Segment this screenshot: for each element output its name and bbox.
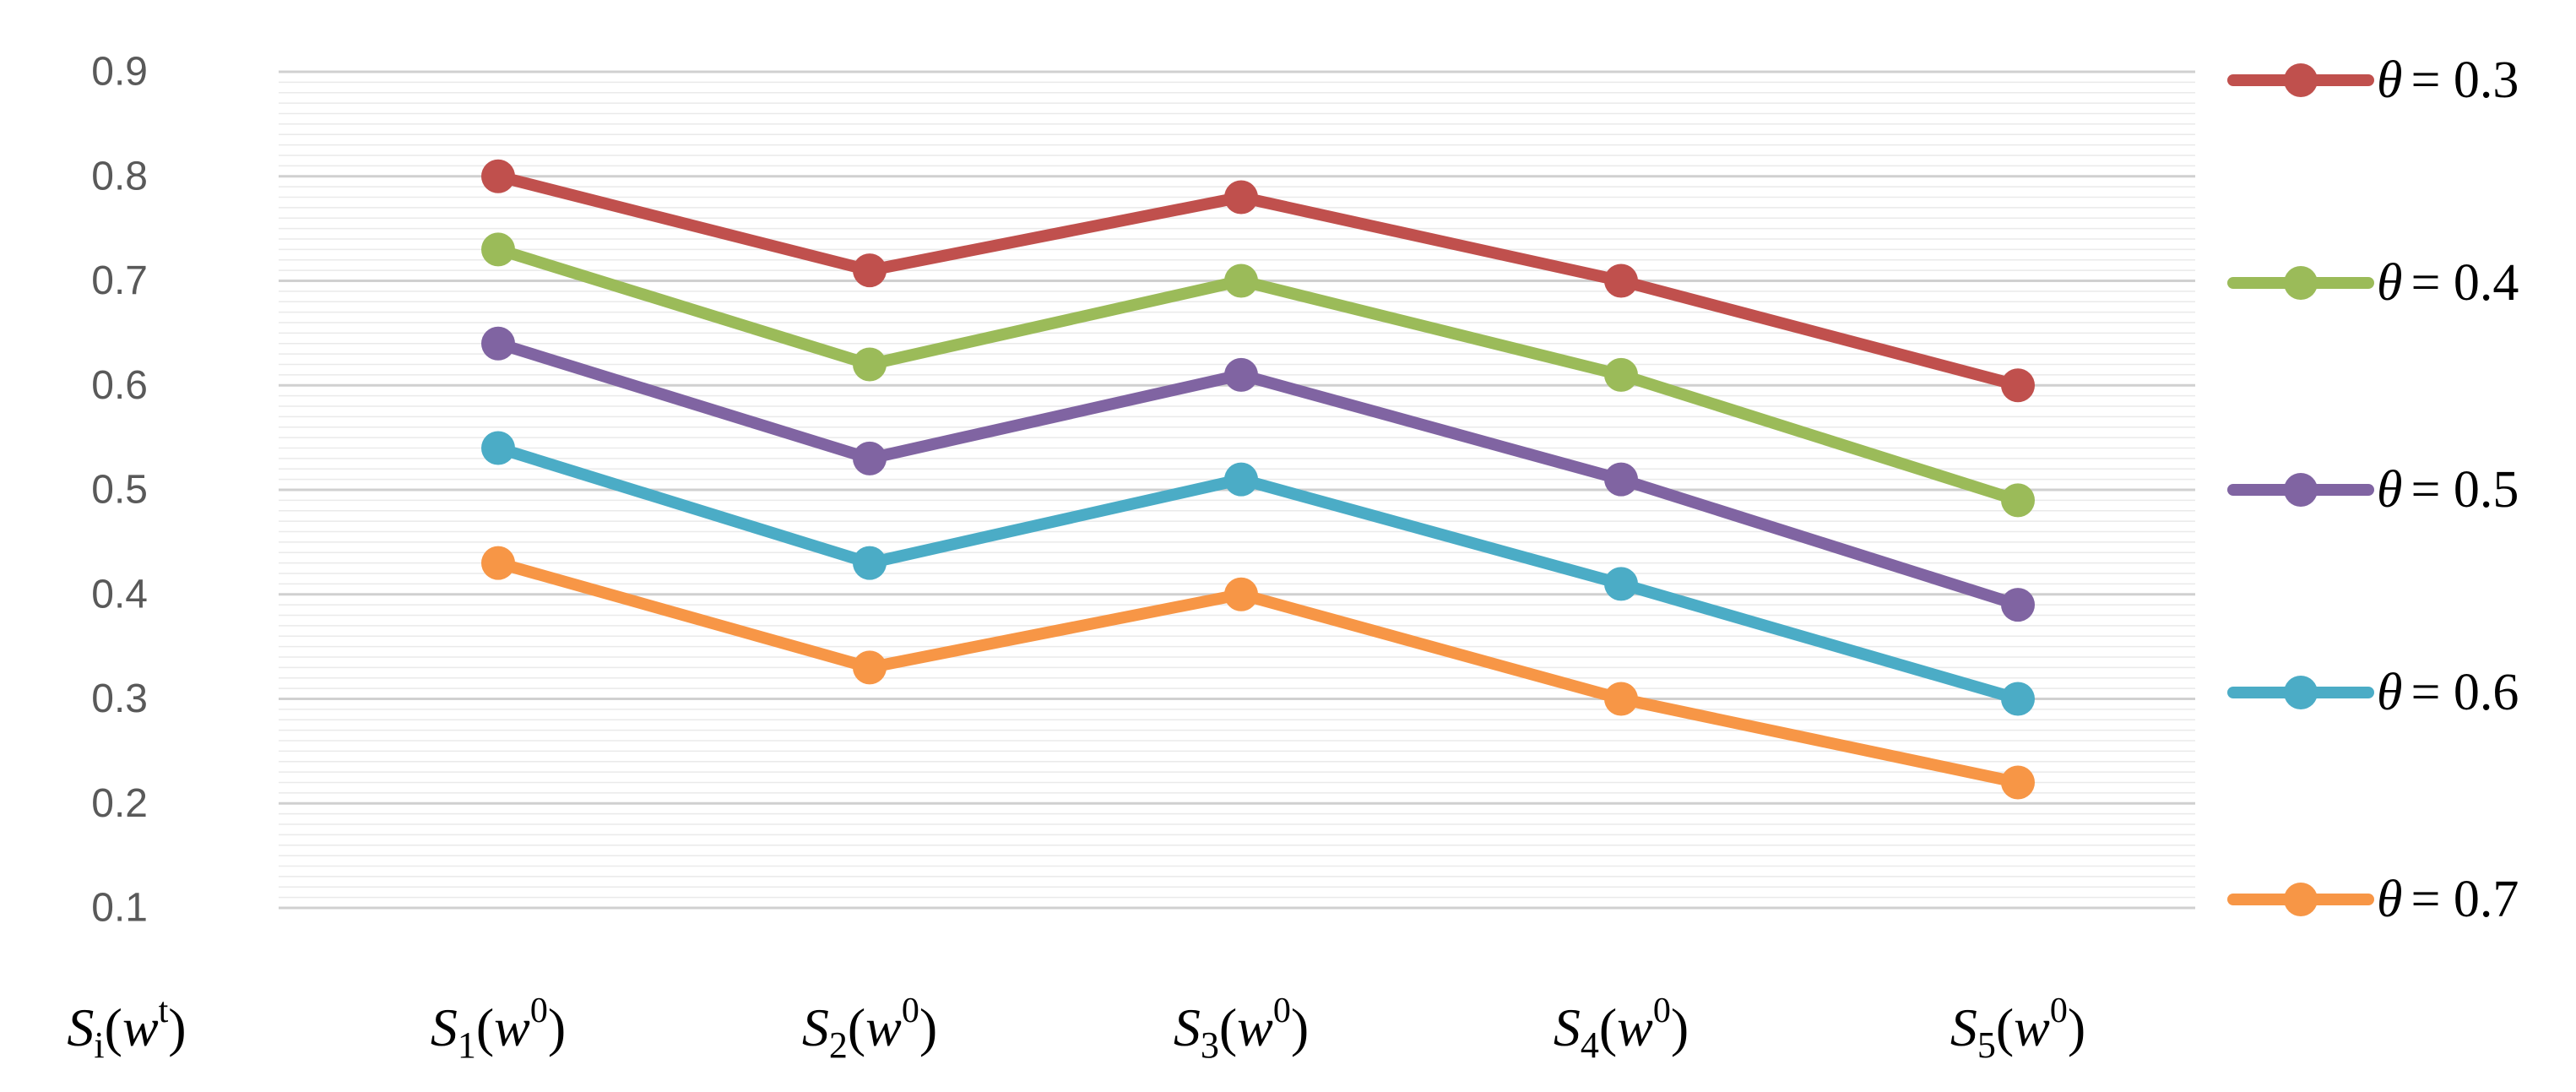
data-point	[481, 326, 515, 361]
y-axis-tick-labels: 0.1 0.2 0.3 0.4 0.5 0.6 0.7 0.8 0.9	[91, 50, 148, 931]
series-layer	[481, 159, 2035, 800]
data-point	[1604, 263, 1638, 298]
legend: θ = 0.3 θ = 0.4 θ = 0.5 θ = 0.6 θ = 0.7	[2227, 52, 2519, 928]
legend-swatch-marker	[2284, 883, 2318, 916]
y-tick-label: 0.7	[91, 258, 148, 303]
legend-swatch-marker	[2284, 266, 2318, 300]
data-point	[2001, 368, 2035, 403]
legend-label: θ = 0.7	[2377, 871, 2519, 928]
legend-label: θ = 0.5	[2377, 461, 2519, 519]
x-category-label: S3(w0)	[1174, 991, 1309, 1066]
data-point	[1604, 462, 1638, 497]
y-tick-label: 0.1	[91, 886, 148, 931]
data-point	[853, 347, 887, 382]
data-point	[1604, 567, 1638, 601]
x-category-label: S2(w0)	[802, 991, 937, 1066]
data-point	[481, 232, 515, 267]
data-point	[1604, 357, 1638, 392]
data-point	[1224, 263, 1258, 298]
data-point	[853, 253, 887, 288]
x-axis-category-labels: Si(wt) S1(w0) S2(w0) S3(w0) S4(w0) S5(w0)	[67, 991, 2085, 1066]
y-tick-label: 0.6	[91, 363, 148, 408]
legend-swatch-marker	[2284, 473, 2318, 507]
x-category-label: S1(w0)	[431, 991, 566, 1066]
legend-label: θ = 0.3	[2377, 52, 2519, 109]
x-category-label: S5(w0)	[1950, 991, 2085, 1066]
data-point	[853, 441, 887, 475]
data-point	[481, 431, 515, 465]
y-tick-label: 0.4	[91, 572, 148, 617]
legend-item: θ = 0.6	[2227, 664, 2519, 721]
series-0.3	[481, 159, 2035, 403]
data-point	[1224, 357, 1258, 392]
y-tick-label: 0.5	[91, 468, 148, 513]
legend-item: θ = 0.4	[2227, 254, 2519, 312]
legend-item: θ = 0.5	[2227, 461, 2519, 519]
data-point	[2001, 682, 2035, 716]
data-point	[2001, 483, 2035, 518]
series-0.7	[481, 546, 2035, 800]
data-point	[2001, 588, 2035, 622]
data-point	[1224, 462, 1258, 497]
x-category-label: S4(w0)	[1554, 991, 1689, 1066]
data-point	[1604, 682, 1638, 716]
data-point	[481, 546, 515, 580]
data-point	[853, 650, 887, 685]
legend-item: θ = 0.7	[2227, 871, 2519, 928]
y-tick-label: 0.2	[91, 781, 148, 826]
legend-item: θ = 0.3	[2227, 52, 2519, 109]
series-line	[492, 337, 2024, 611]
x-axis-title: Si(wt)	[67, 991, 186, 1066]
y-tick-label: 0.8	[91, 154, 148, 198]
series-0.6	[481, 431, 2035, 716]
series-0.5	[481, 326, 2035, 622]
legend-swatch-marker	[2284, 676, 2318, 709]
data-point	[853, 546, 887, 580]
y-tick-label: 0.3	[91, 676, 148, 721]
legend-label: θ = 0.6	[2377, 664, 2519, 721]
legend-label: θ = 0.4	[2377, 254, 2519, 312]
legend-swatch-marker	[2284, 63, 2318, 97]
data-point	[2001, 765, 2035, 800]
data-point	[481, 159, 515, 193]
series-line	[492, 557, 2024, 789]
series-0.4	[481, 232, 2035, 518]
y-tick-label: 0.9	[91, 50, 148, 95]
data-point	[1224, 180, 1258, 215]
data-point	[1224, 577, 1258, 611]
